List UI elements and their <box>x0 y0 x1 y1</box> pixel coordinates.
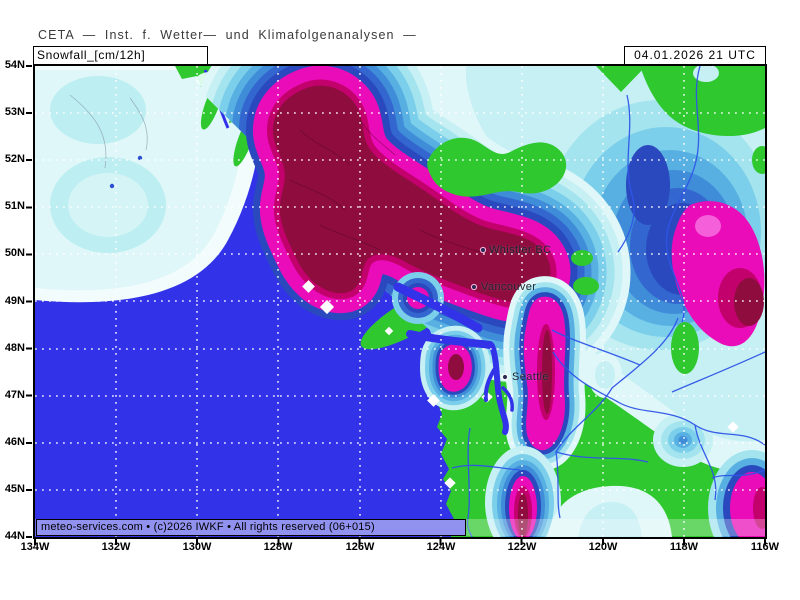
city-label-seattle: Seattle <box>512 371 550 383</box>
lon-label: 116W <box>750 541 780 553</box>
trace-snow-spots <box>302 280 739 489</box>
lat-label: 44N <box>4 530 25 542</box>
lat-label: 53N <box>4 106 25 118</box>
inland-waters <box>393 282 514 435</box>
city-marker-seattle <box>501 373 509 381</box>
lon-label: 134W <box>20 541 50 553</box>
lat-label: 51N <box>4 200 25 212</box>
attribution-bar: meteo-services.com • (c)2026 IWKF • All … <box>36 519 466 536</box>
lon-label: 130W <box>182 541 212 553</box>
snowfall-map-canvas <box>35 66 765 537</box>
city-label-whistler: Whistler BC <box>489 244 552 256</box>
lat-label: 48N <box>4 342 25 354</box>
longitude-ticks <box>34 539 766 545</box>
graticule <box>35 66 765 537</box>
lat-label: 52N <box>4 153 25 165</box>
city-marker-vancouver <box>470 283 478 291</box>
lat-label: 49N <box>4 295 25 307</box>
snow-system-tail <box>503 276 586 471</box>
lon-label: 126W <box>345 541 375 553</box>
map-frame <box>33 64 767 539</box>
lon-label: 118W <box>669 541 699 553</box>
latitude-ticks <box>26 65 32 538</box>
lat-label: 54N <box>4 59 25 71</box>
city-marker-whistler <box>479 246 487 254</box>
city-markers <box>470 246 509 381</box>
lon-label: 122W <box>507 541 537 553</box>
land-gaps <box>427 66 765 295</box>
lon-label: 124W <box>426 541 456 553</box>
lon-label: 132W <box>101 541 131 553</box>
city-label-vancouver: Vancouver <box>481 281 537 293</box>
lon-label: 120W <box>588 541 618 553</box>
valid-datetime-box: 04.01.2026 21 UTC <box>624 46 766 65</box>
lat-label: 47N <box>4 389 25 401</box>
institute-title: CETA — Inst. f. Wetter— und Klimafolgena… <box>38 28 417 42</box>
rivers <box>451 66 765 537</box>
land-gap <box>671 322 699 374</box>
lat-label: 50N <box>4 247 25 259</box>
product-label-box: Snowfall_[cm/12h] <box>33 46 208 65</box>
snow-patch-light <box>548 352 672 537</box>
lon-label: 128W <box>263 541 293 553</box>
snow-spot-corner <box>708 450 765 537</box>
lat-label: 46N <box>4 436 25 448</box>
snow-spot-se <box>653 413 713 467</box>
snow-spot-olympics <box>420 325 491 411</box>
lat-label: 45N <box>4 483 25 495</box>
